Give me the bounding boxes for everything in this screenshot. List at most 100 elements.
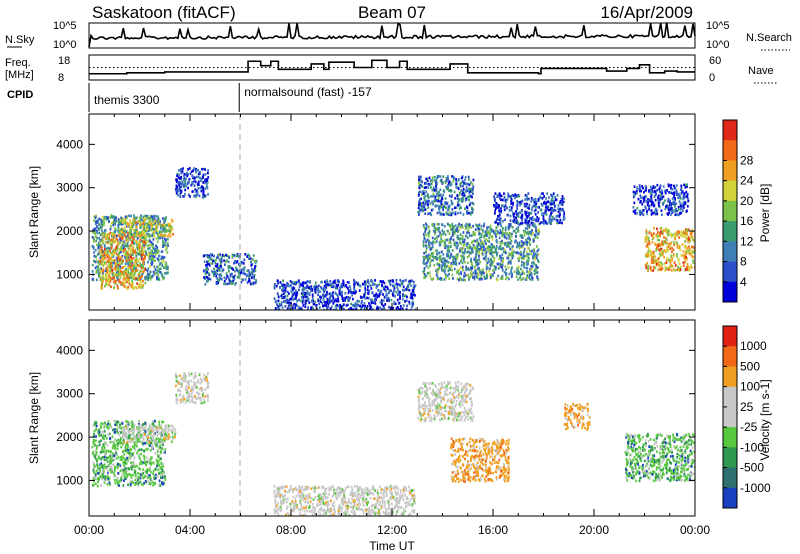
echo-cell xyxy=(163,233,165,237)
echo-cell xyxy=(141,266,143,270)
echo-cell xyxy=(115,220,118,223)
echo-cell xyxy=(462,268,464,272)
echo-cell xyxy=(119,222,121,226)
echo-cell xyxy=(499,247,502,251)
echo-cell xyxy=(204,173,207,176)
echo-cell xyxy=(434,204,437,208)
echo-cell xyxy=(515,235,517,238)
echo-cell xyxy=(112,238,115,241)
echo-cell xyxy=(546,192,549,195)
echo-cell xyxy=(645,266,648,270)
echo-cell xyxy=(410,292,412,296)
echo-cell xyxy=(545,221,547,225)
echo-cell xyxy=(201,167,203,171)
echo-cell xyxy=(318,306,321,309)
echo-cell xyxy=(424,195,427,198)
echo-cell xyxy=(451,249,454,252)
echo-cell xyxy=(216,266,219,270)
echo-cell xyxy=(665,258,668,262)
echo-cell xyxy=(522,277,525,280)
echo-cell xyxy=(142,240,145,244)
echo-cell xyxy=(686,183,688,186)
echo-cell xyxy=(136,282,139,285)
echo-cell xyxy=(246,273,249,277)
echo-cell xyxy=(665,238,668,242)
echo-cell xyxy=(211,258,213,262)
echo-cell xyxy=(195,175,198,179)
echo-cell xyxy=(659,254,662,257)
echo-cell xyxy=(524,227,527,230)
echo-cell xyxy=(214,261,217,265)
echo-cell xyxy=(229,281,232,285)
echo-cell xyxy=(458,262,461,265)
echo-cell xyxy=(491,251,494,254)
echo-cell xyxy=(450,262,453,265)
echo-cell xyxy=(182,195,185,198)
echo-cell xyxy=(687,265,689,268)
echo-cell xyxy=(435,257,437,261)
echo-cell xyxy=(116,261,119,265)
echo-cell xyxy=(560,203,563,206)
echo-cell xyxy=(153,228,155,231)
echo-cell xyxy=(667,184,670,188)
echo-cell xyxy=(322,298,325,301)
echo-cell xyxy=(414,294,416,297)
echo-cell xyxy=(99,250,102,253)
echo-cell xyxy=(514,240,516,244)
echo-cell xyxy=(127,285,130,289)
echo-cell xyxy=(240,271,243,274)
echo-cell xyxy=(482,270,484,273)
echo-cell xyxy=(347,303,349,307)
echo-cell xyxy=(634,191,637,194)
echo-cell xyxy=(183,177,186,180)
echo-cell xyxy=(388,290,391,294)
echo-cell xyxy=(323,290,326,293)
echo-cell xyxy=(444,274,447,278)
echo-cell xyxy=(157,249,160,253)
echo-cell xyxy=(165,224,168,227)
echo-cell xyxy=(435,240,438,243)
echo-cell xyxy=(223,259,226,262)
echo-cell xyxy=(650,234,653,237)
echo-cell xyxy=(506,232,508,235)
echo-cell xyxy=(470,251,473,254)
echo-cell xyxy=(508,209,511,212)
echo-cell xyxy=(540,221,543,224)
echo-cell xyxy=(442,253,445,256)
echo-cell xyxy=(158,230,161,234)
echo-cell xyxy=(287,301,290,305)
echo-cell xyxy=(529,217,531,220)
echo-cell xyxy=(538,206,541,209)
echo-cell xyxy=(105,251,108,255)
echo-cell xyxy=(122,244,125,248)
echo-cell xyxy=(679,268,682,271)
echo-cell xyxy=(457,199,460,203)
echo-cell xyxy=(480,245,482,248)
echo-cell xyxy=(440,178,443,182)
echo-cell xyxy=(422,242,425,245)
echo-cell xyxy=(125,267,128,271)
echo-cell xyxy=(456,234,459,238)
echo-cell xyxy=(425,199,428,203)
echo-cell xyxy=(452,211,454,215)
echo-cell xyxy=(293,291,296,295)
echo-cell xyxy=(235,254,238,258)
echo-cell xyxy=(126,215,128,218)
echo-cell xyxy=(132,264,135,268)
echo-cell xyxy=(519,222,522,225)
echo-cell xyxy=(519,251,522,255)
echo-cell xyxy=(650,250,652,254)
echo-cell xyxy=(454,262,456,265)
echo-cell xyxy=(459,206,462,209)
echo-cell xyxy=(670,233,673,236)
echo-cell xyxy=(131,259,134,263)
echo-cell xyxy=(493,251,495,254)
echo-cell xyxy=(460,242,462,245)
echo-cell xyxy=(105,283,107,286)
echo-cell xyxy=(144,255,146,259)
echo-cell xyxy=(685,257,688,261)
echo-cell xyxy=(548,221,551,224)
echo-cell xyxy=(511,256,514,260)
echo-cell xyxy=(670,187,672,190)
echo-cell xyxy=(660,261,663,264)
